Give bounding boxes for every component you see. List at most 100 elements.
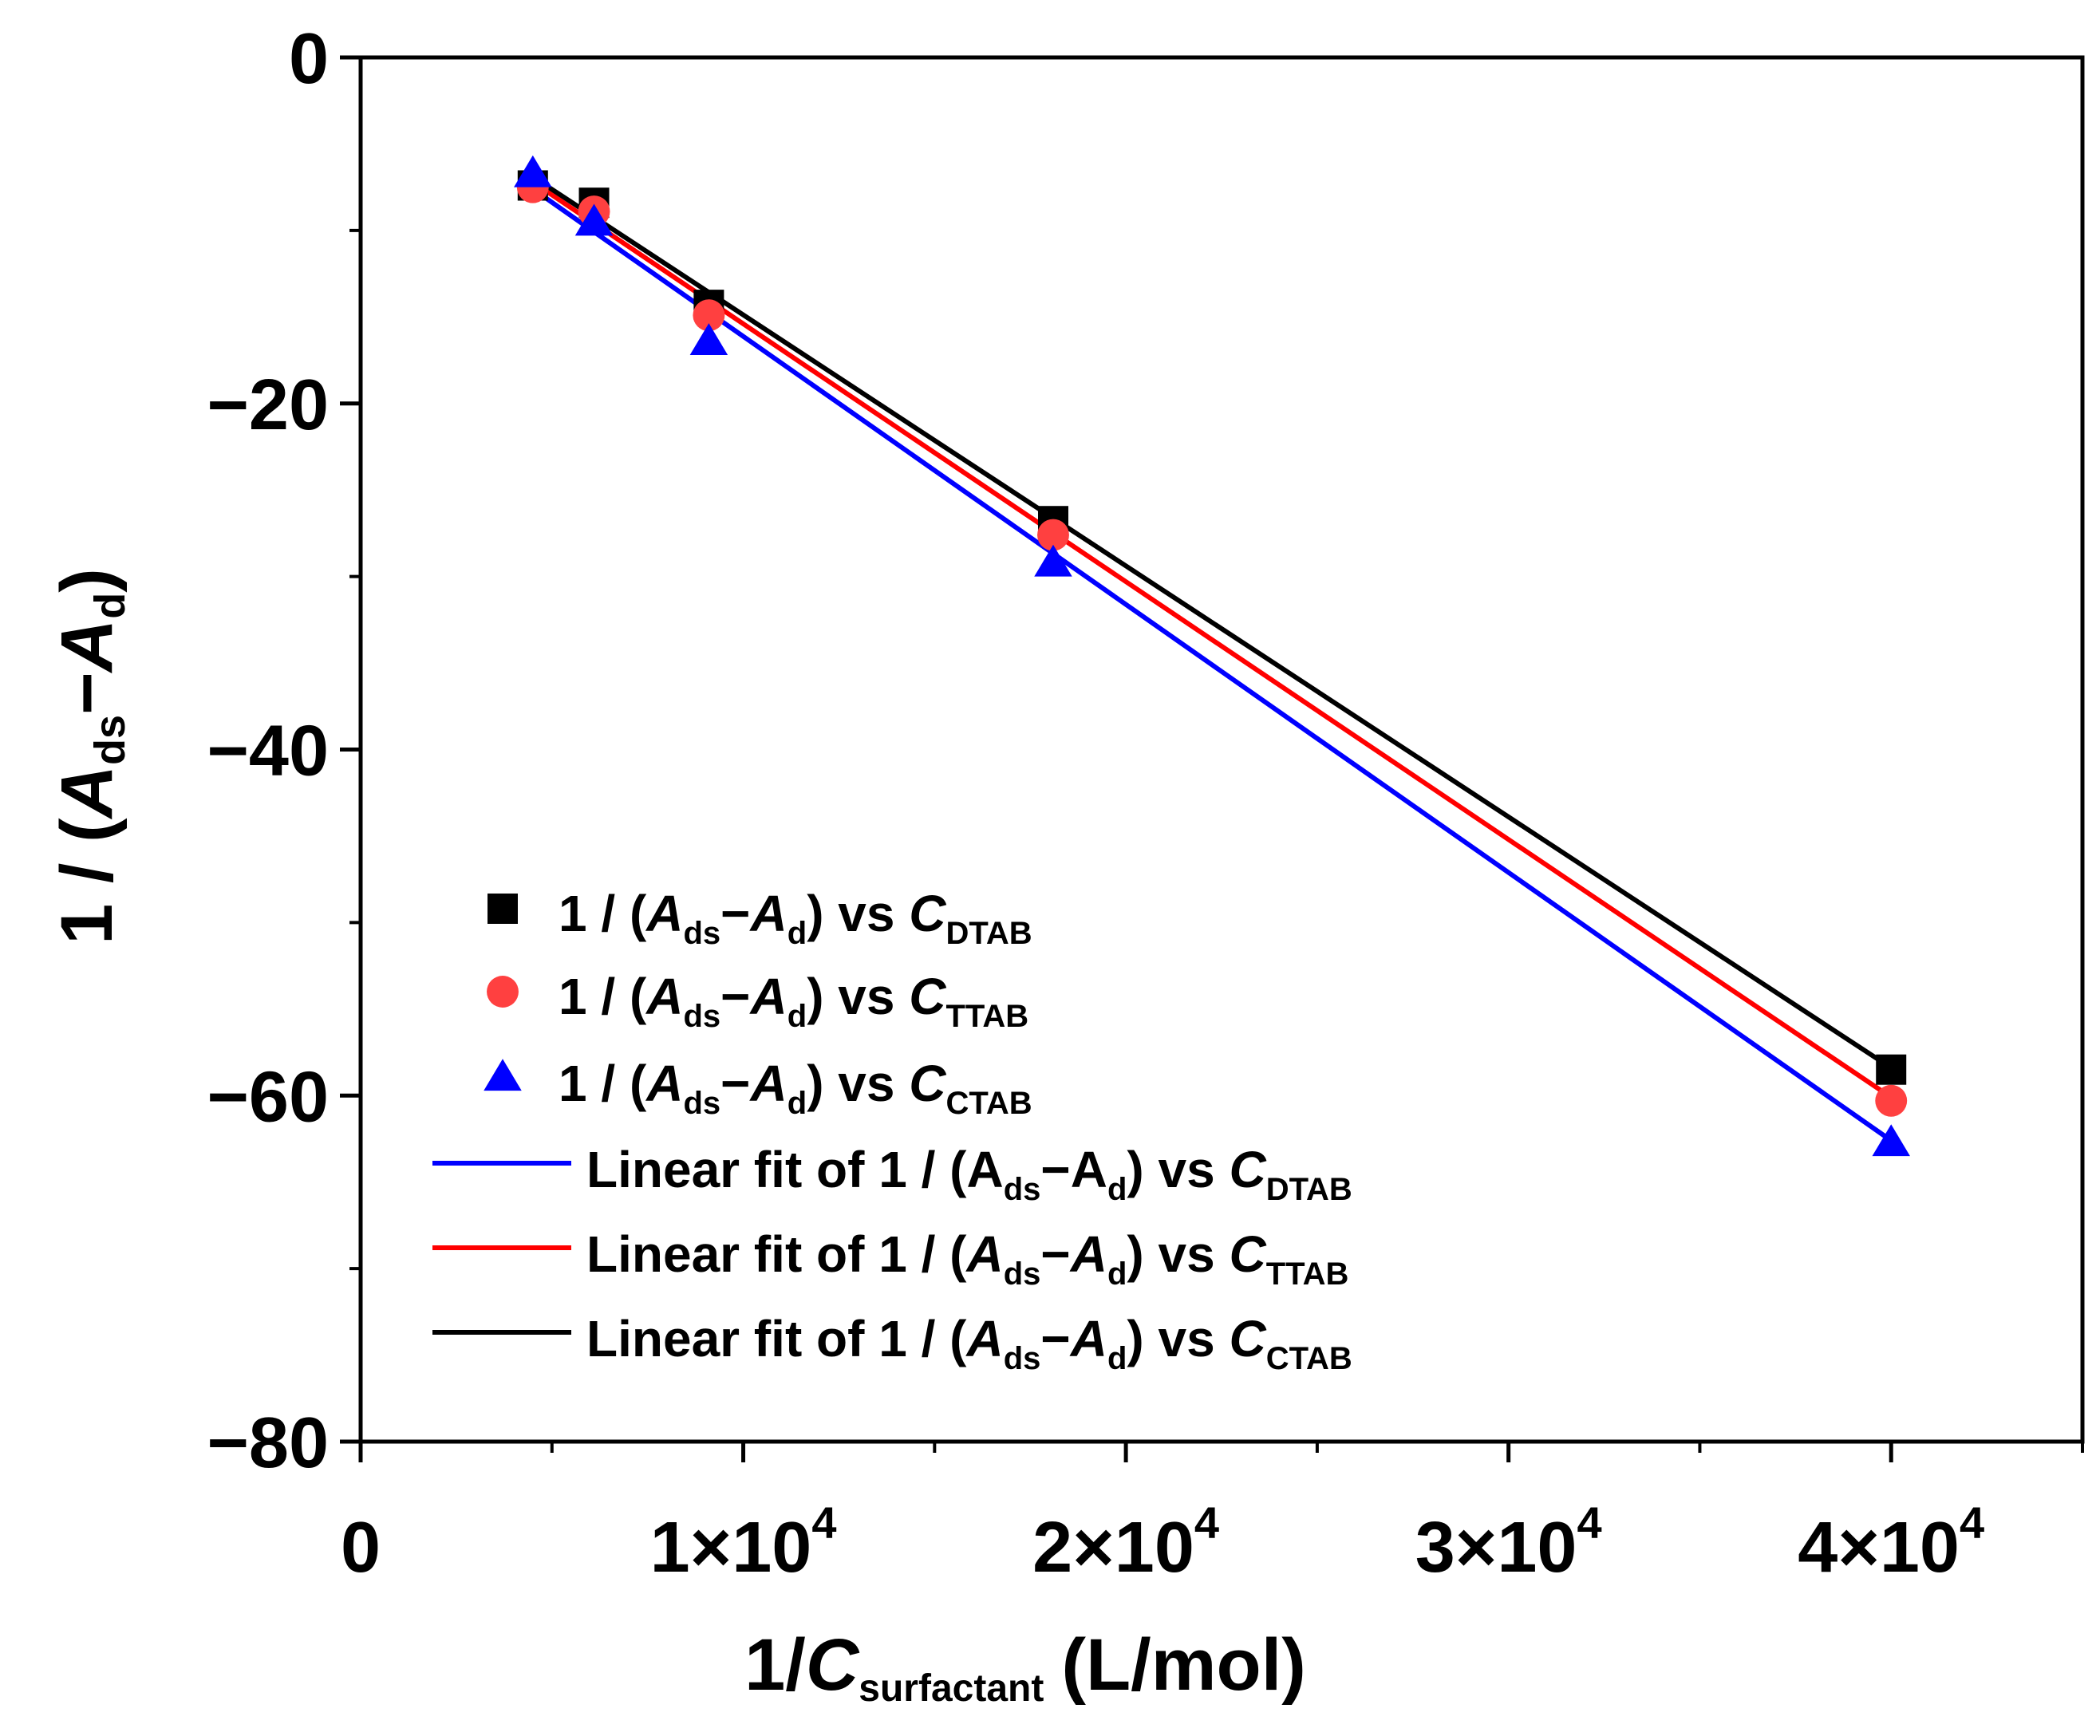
- data-point-circle: [693, 299, 725, 332]
- legend-label-part: A: [645, 1055, 683, 1112]
- data-point-triangle: [689, 323, 728, 356]
- y-tick-label: −80: [207, 1403, 329, 1483]
- data-point-triangle: [1034, 544, 1072, 577]
- legend-label-part: TTAB: [1266, 1257, 1349, 1292]
- x-tick-label: 1×104: [650, 1497, 837, 1588]
- legend-label-part: −: [1040, 1310, 1070, 1367]
- legend-label-4: Linear fit of 1 / (Ads−Ad) vs CTTAB: [586, 1225, 1348, 1292]
- legend-label-part: DTAB: [1266, 1172, 1352, 1207]
- legend-label-part: CTAB: [1266, 1341, 1352, 1376]
- data-point-triangle: [574, 203, 614, 236]
- x-tick-exponent: 4: [811, 1497, 836, 1548]
- legend-label-part: −A: [1040, 1141, 1107, 1198]
- legend-label-part: Linear fit of 1 / (: [586, 1310, 967, 1367]
- x-tick-exponent: 4: [1577, 1497, 1601, 1548]
- legend-label-part: d: [788, 1086, 807, 1121]
- legend-label-part: ds: [683, 1086, 720, 1121]
- fit-line-3: [531, 187, 1893, 1143]
- legend-label-part: A: [1069, 1310, 1107, 1367]
- legend-label-part: d: [1107, 1172, 1127, 1207]
- x-tick-exponent: 4: [1960, 1497, 1984, 1548]
- data-point-triangle: [1872, 1124, 1910, 1157]
- legend-marker-square: [488, 894, 518, 924]
- legend-label-part: ) vs: [807, 885, 909, 942]
- legend-label-part: d: [1107, 1257, 1127, 1292]
- legend-label-part: d: [788, 999, 807, 1034]
- legend-label-part: ds: [1004, 1257, 1041, 1292]
- legend-label-part: ds: [683, 999, 720, 1034]
- legend-label-part: DTAB: [945, 916, 1032, 951]
- data-point-circle: [1875, 1084, 1908, 1117]
- x-tick-mantissa: 0: [341, 1508, 381, 1588]
- legend-label-part: A: [749, 1055, 788, 1112]
- legend-label-part: C: [909, 968, 946, 1025]
- legend-label-part: A: [965, 1225, 1003, 1283]
- x-axis-title: 1/Csurfactant (L/mol): [744, 1624, 1306, 1710]
- legend-label-part: Linear fit of 1 / (: [586, 1225, 967, 1283]
- data-point-square: [1876, 1054, 1907, 1085]
- legend-label-part: ds: [1004, 1341, 1041, 1376]
- legend-label-part: A: [749, 885, 788, 942]
- y-tick-label: 0: [289, 19, 329, 99]
- legend-label-part: −: [720, 885, 750, 942]
- legend-marker-circle: [487, 976, 519, 1008]
- data-point-triangle: [514, 155, 552, 187]
- x-tick-label: 4×104: [1798, 1497, 1984, 1588]
- legend-label-part: 1 / (: [559, 1055, 647, 1112]
- legend-label-part: −: [720, 968, 750, 1025]
- legend-label-part: C: [909, 1055, 946, 1112]
- legend-label-part: ) vs: [1127, 1310, 1229, 1367]
- x-tick-label: 0: [341, 1508, 381, 1588]
- legend-label-2: 1 / (Ads−Ad) vs CCTAB: [559, 1055, 1032, 1121]
- x-tick-mantissa: 3×10: [1415, 1508, 1577, 1588]
- legend-label-part: C: [1229, 1310, 1266, 1367]
- x-tick-mantissa: 1×10: [650, 1508, 812, 1588]
- legend-label-part: ) vs: [807, 1055, 909, 1112]
- x-tick-mantissa: 4×10: [1798, 1508, 1960, 1588]
- legend-label-3: Linear fit of 1 / (Ads−Ad) vs CDTAB: [586, 1141, 1352, 1207]
- legend-label-part: ds: [683, 916, 720, 951]
- y-tick-label: −20: [207, 365, 329, 445]
- plot-frame: [358, 55, 2085, 1444]
- legend-label-part: A: [749, 968, 788, 1025]
- legend-label-part: d: [788, 916, 807, 951]
- legend-label-part: A: [645, 968, 683, 1025]
- legend-marker-triangle: [484, 1059, 522, 1091]
- x-tick-mantissa: 2×10: [1032, 1508, 1194, 1588]
- legend-label-part: ) vs: [1127, 1225, 1229, 1283]
- legend-label-part: A: [1069, 1225, 1107, 1283]
- legend-label-part: C: [1229, 1225, 1266, 1283]
- legend-label-part: ) vs: [1127, 1141, 1229, 1198]
- legend-label-5: Linear fit of 1 / (Ads−Ad) vs CCTAB: [586, 1310, 1352, 1376]
- x-tick-label: 3×104: [1415, 1497, 1602, 1588]
- series-layer: [514, 155, 1910, 1157]
- legend-label-0: 1 / (Ads−Ad) vs CDTAB: [559, 885, 1032, 951]
- legend-label-part: −: [1040, 1225, 1070, 1283]
- data-point-circle: [1037, 519, 1069, 551]
- legend-label-part: 1 / (: [559, 968, 647, 1025]
- legend-label-part: 1 / (: [559, 885, 647, 942]
- legend-label-part: A: [965, 1310, 1003, 1367]
- legend-label-part: ) vs: [807, 968, 909, 1025]
- legend-label-1: 1 / (Ads−Ad) vs CTTAB: [559, 968, 1028, 1034]
- legend-label-part: C: [1229, 1141, 1266, 1198]
- fit-line-5: [531, 175, 1893, 1071]
- y-tick-label: −40: [207, 712, 329, 791]
- x-tick-exponent: 4: [1194, 1497, 1219, 1548]
- legend-label-part: Linear fit of 1 / (A: [586, 1141, 1004, 1198]
- legend-label-part: −: [720, 1055, 750, 1112]
- legend-label-part: C: [909, 885, 946, 942]
- legend-label-part: TTAB: [945, 999, 1028, 1034]
- y-axis-title: 1 / (Ads−Ad): [46, 568, 134, 945]
- legend-label-part: ds: [1004, 1172, 1041, 1207]
- legend-label-part: A: [645, 885, 683, 942]
- fit-line-4: [531, 180, 1893, 1099]
- y-tick-label: −60: [207, 1057, 329, 1137]
- legend-label-part: d: [1107, 1341, 1127, 1376]
- x-tick-label: 2×104: [1032, 1497, 1219, 1588]
- plot-area: [358, 55, 2085, 1444]
- legend-label-part: CTAB: [945, 1086, 1032, 1121]
